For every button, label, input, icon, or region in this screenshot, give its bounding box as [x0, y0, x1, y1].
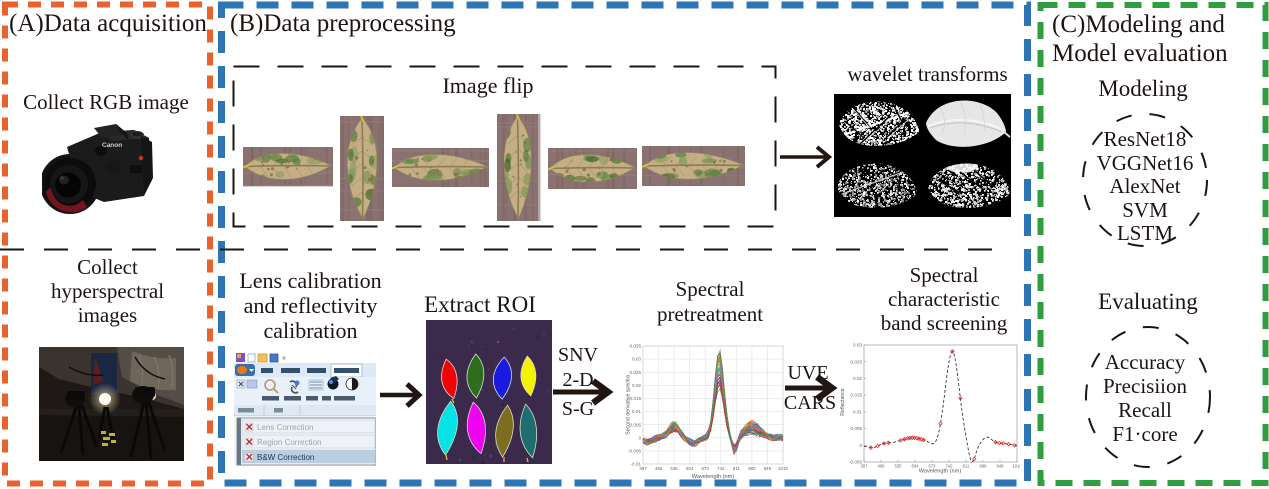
svg-text:397: 397: [639, 466, 647, 471]
svg-text:0.03: 0.03: [632, 357, 641, 362]
svg-text:0.03: 0.03: [853, 343, 862, 348]
svg-text:397: 397: [861, 464, 869, 469]
svg-text:Reflectance: Reflectance: [840, 388, 846, 416]
svg-text:Canon: Canon: [102, 142, 122, 149]
svg-text:0.02: 0.02: [632, 383, 641, 388]
svg-text:0.005: 0.005: [630, 422, 642, 427]
svg-text:0.025: 0.025: [630, 370, 642, 375]
svg-text:0.005: 0.005: [851, 426, 863, 431]
svg-text:-0.01: -0.01: [631, 462, 642, 467]
svg-text:742: 742: [946, 464, 954, 469]
svg-text:535: 535: [895, 464, 903, 469]
svg-text:Wavelength (nm): Wavelength (nm): [919, 469, 962, 475]
svg-text:0.01: 0.01: [853, 410, 862, 415]
svg-text:0.02: 0.02: [853, 376, 862, 381]
svg-text:604: 604: [686, 466, 694, 471]
svg-text:0.01: 0.01: [632, 409, 641, 414]
svg-text:0: 0: [859, 443, 862, 448]
svg-text:1018: 1018: [778, 466, 788, 471]
svg-text:742: 742: [717, 466, 725, 471]
svg-text:0.025: 0.025: [851, 359, 863, 364]
svg-text:880: 880: [748, 466, 756, 471]
svg-text:0.035: 0.035: [630, 344, 642, 349]
svg-text:673: 673: [702, 466, 710, 471]
svg-text:Region Correction: Region Correction: [257, 438, 321, 447]
svg-text:811: 811: [733, 466, 741, 471]
svg-text:673: 673: [929, 464, 937, 469]
svg-text:Lens Correction: Lens Correction: [257, 423, 313, 432]
svg-text:-0.005: -0.005: [849, 460, 862, 465]
svg-text:Wavelength (nm): Wavelength (nm): [692, 474, 735, 480]
svg-text:604: 604: [912, 464, 920, 469]
svg-text:0: 0: [638, 435, 641, 440]
svg-text:466: 466: [655, 466, 663, 471]
svg-text:0.015: 0.015: [630, 396, 642, 401]
svg-text:Second derivative spectra: Second derivative spectra: [626, 375, 632, 435]
svg-text:1018: 1018: [1012, 464, 1020, 469]
svg-text:535: 535: [670, 466, 678, 471]
svg-text:B&W Correction: B&W Correction: [257, 453, 314, 462]
svg-text:811: 811: [963, 464, 970, 469]
svg-text:0.015: 0.015: [851, 393, 863, 398]
svg-text:466: 466: [878, 464, 886, 469]
svg-text:949: 949: [764, 466, 772, 471]
svg-text:-0.005: -0.005: [628, 449, 641, 454]
svg-text:880: 880: [980, 464, 988, 469]
svg-text:949: 949: [997, 464, 1005, 469]
